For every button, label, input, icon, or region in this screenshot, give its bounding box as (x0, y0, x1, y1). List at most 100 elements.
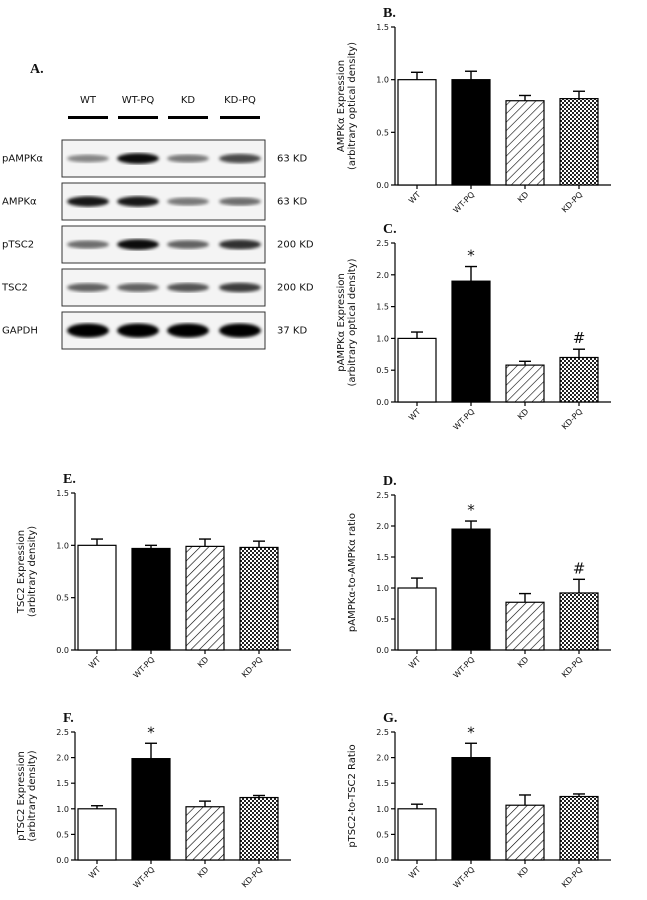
size-label: 200 KD (277, 240, 314, 251)
y-tick-label: 0.5 (56, 594, 69, 603)
bar (239, 796, 279, 861)
bar (505, 804, 545, 861)
band (117, 196, 159, 207)
y-tick-label: 0.0 (56, 646, 69, 655)
x-tick-label: KD-PQ (560, 655, 584, 679)
lane-label: WT-PQ (122, 95, 155, 106)
y-tick-label: 0.5 (376, 366, 389, 375)
x-tick-label: WT-PQ (132, 655, 157, 680)
bar (559, 795, 599, 861)
bar-chart: E. TSC2 Expression (arbitrary density) 0.0 0… (16, 472, 291, 680)
band (167, 154, 209, 163)
x-tick-label: KD (516, 865, 530, 879)
lane-underline (220, 116, 260, 119)
significance-mark: * (147, 723, 155, 741)
y-tick-label: 2.5 (376, 239, 389, 248)
y-tick-label: 2.0 (56, 754, 69, 763)
bar (451, 756, 491, 861)
y-tick-label: 1.0 (376, 805, 389, 814)
bar (131, 547, 171, 651)
lane-underline (168, 116, 208, 119)
x-tick-label: WT (407, 407, 422, 422)
band (117, 239, 159, 250)
x-tick-label: KD-PQ (560, 190, 584, 214)
bar (451, 528, 491, 651)
lane-label: KD-PQ (224, 95, 256, 106)
significance-mark: * (467, 247, 475, 265)
y-tick-label: 0.0 (376, 646, 389, 655)
size-label: 63 KD (277, 197, 307, 208)
significance-mark: * (467, 501, 475, 519)
x-tick-label: WT (407, 655, 422, 670)
bar (77, 544, 117, 651)
x-tick-label: KD (196, 865, 210, 879)
bar-chart: C. pAMPKα Expression (arbitrary optical de… (336, 222, 611, 432)
band (219, 239, 261, 250)
bar (505, 100, 545, 186)
protein-label: TSC2 (1, 283, 28, 294)
x-tick-label: WT (87, 655, 102, 670)
band (219, 197, 261, 206)
y-tick-label: 2.5 (376, 728, 389, 737)
lane-label: WT (80, 95, 97, 106)
panel-label: D. (383, 474, 397, 489)
panel-label: B. (383, 6, 396, 21)
y-tick-label: 1.5 (376, 779, 389, 788)
bar (397, 808, 437, 861)
y-axis-label: pTSC2-to-TSC2 Ratio (347, 744, 358, 847)
y-axis-label: pAMPKα Expression (336, 273, 347, 371)
protein-label: AMPKα (2, 197, 37, 208)
panel-label: E. (63, 472, 76, 487)
x-tick-label: WT (407, 190, 422, 205)
bar-chart: B. AMPKα Expression (arbitrary optical den… (336, 6, 611, 215)
band (167, 323, 209, 338)
x-tick-label: KD (196, 655, 210, 669)
band (219, 323, 261, 338)
band (67, 154, 109, 163)
x-tick-label: KD-PQ (240, 865, 264, 889)
band (67, 196, 109, 207)
band (167, 240, 209, 249)
band (117, 153, 159, 164)
band (219, 282, 261, 293)
charts: B.AMPKα Expression (arbitrary optical den… (16, 6, 611, 890)
y-tick-label: 1.0 (376, 334, 389, 343)
y-tick-label: 0.5 (56, 830, 69, 839)
x-tick-label: KD-PQ (560, 865, 584, 889)
bar (451, 280, 491, 403)
band (219, 153, 261, 164)
lane-underline (68, 116, 108, 119)
band (117, 283, 159, 292)
y-tick-label: 1.5 (376, 303, 389, 312)
band (67, 283, 109, 292)
x-tick-label: KD-PQ (240, 655, 264, 679)
protein-label: pAMPKα (2, 154, 43, 165)
significance-mark: # (573, 559, 586, 577)
y-tick-label: 0.5 (376, 615, 389, 624)
bar (185, 545, 225, 651)
protein-label: pTSC2 (2, 240, 34, 251)
size-label: 200 KD (277, 283, 314, 294)
y-tick-label: 1.0 (56, 541, 69, 550)
bar (239, 546, 279, 651)
bar (559, 98, 599, 186)
bar (185, 806, 225, 861)
bar (451, 79, 491, 186)
lane-label: KD (181, 95, 196, 106)
size-label: 63 KD (277, 154, 307, 165)
x-tick-label: WT-PQ (452, 655, 477, 680)
bar (559, 356, 599, 403)
band (167, 197, 209, 206)
panel-label: G. (383, 711, 397, 726)
bar (77, 808, 117, 861)
x-tick-label: KD (516, 407, 530, 421)
y-tick-label: 0.0 (376, 856, 389, 865)
band (67, 323, 109, 338)
bar (397, 587, 437, 651)
y-axis-label: AMPKα Expression (336, 60, 347, 152)
y-tick-label: 1.5 (56, 779, 69, 788)
lane-underline (118, 116, 158, 119)
y-tick-label: 2.0 (376, 522, 389, 531)
bar (505, 364, 545, 403)
